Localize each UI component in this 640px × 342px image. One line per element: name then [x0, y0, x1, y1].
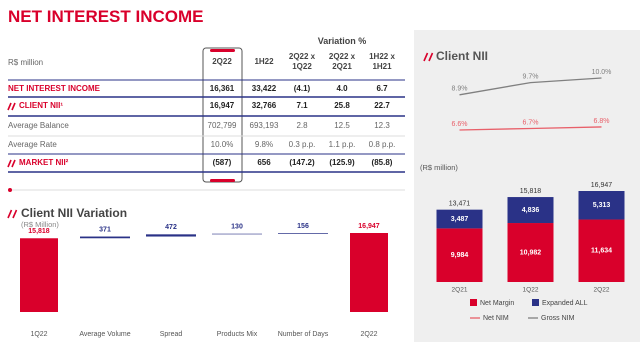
nim-label: 8.9% [452, 86, 468, 93]
table-cell: 1.1 p.p. [328, 140, 356, 149]
legend-label: Expanded ALL [542, 300, 588, 307]
table-cell: 10.0% [210, 140, 234, 149]
step-bar [212, 233, 262, 235]
table-header: 1H22 x 1H21 [369, 52, 395, 71]
legend-label: Gross NIM [541, 315, 575, 322]
x-tick-label: Products Mix [217, 331, 258, 338]
x-tick-label: Spread [160, 331, 183, 338]
table-cell: 7.1 [296, 101, 308, 110]
legend-label: Net NIM [483, 315, 509, 322]
legend-swatch [470, 299, 477, 306]
table-cell: 0.8 p.p. [368, 140, 396, 149]
right-panel [414, 30, 640, 342]
bar-segment [436, 228, 483, 282]
bar-segment [507, 197, 554, 224]
divider-dot [8, 188, 12, 192]
table-cell: 22.7 [374, 101, 390, 110]
table-group-header: Variation % [317, 36, 367, 46]
row-label: Average Balance [8, 121, 69, 130]
segment-label: 10,982 [520, 249, 542, 256]
row-label: MARKET NII² [19, 158, 69, 167]
highlight-cap [210, 49, 235, 52]
bar-segment [578, 191, 625, 220]
table-cell: 25.8 [334, 101, 350, 110]
total-bar [20, 238, 58, 312]
nim-label: 6.8% [594, 118, 610, 125]
total-bar [350, 233, 388, 312]
table-cell: 16,361 [209, 84, 235, 93]
total-label: 13,471 [449, 201, 471, 208]
row-label: NET INTEREST INCOME [8, 84, 101, 93]
table-cell: 702,799 [207, 121, 237, 130]
value-label: 472 [165, 224, 177, 231]
table-cell: 2.8 [296, 121, 308, 130]
chart-title: Client NII [436, 49, 488, 63]
row-label: Average Rate [8, 140, 57, 149]
step-bar [80, 236, 130, 239]
table-cell: 12.5 [334, 121, 350, 130]
step-bar [278, 233, 328, 234]
table-cell: (125.9) [329, 158, 355, 167]
chart-subtitle: (R$ million) [420, 163, 458, 172]
table-cell: (587) [212, 158, 232, 167]
value-label: 130 [231, 224, 243, 231]
bar-segment [578, 219, 625, 282]
table-header: R$ million [8, 58, 44, 67]
x-tick-label: 1Q22 [30, 331, 47, 338]
segment-label: 3,487 [451, 216, 469, 223]
table-header: 2Q22 x 2Q21 [328, 52, 356, 71]
segment-label: 11,634 [591, 248, 612, 255]
table-cell: 33,422 [251, 84, 277, 93]
value-label: 371 [99, 226, 111, 233]
x-tick-label: Number of Days [278, 331, 329, 338]
table-cell: 6.7 [376, 84, 388, 93]
highlight-cap [210, 179, 235, 182]
table-cell: 32,766 [251, 101, 277, 110]
table-cell: 16,947 [209, 101, 235, 110]
table-header: 1H22 [254, 57, 274, 66]
legend-swatch [532, 299, 539, 306]
table-cell: (147.2) [289, 158, 315, 167]
table-header: 2Q22 [212, 57, 232, 66]
segment-label: 5,313 [593, 202, 611, 209]
bar-segment [436, 209, 483, 229]
value-label: 156 [297, 223, 309, 230]
segment-label: 4,836 [522, 207, 540, 214]
page-title: NET INTEREST INCOME [8, 7, 204, 26]
nim-label: 9.7% [523, 73, 539, 80]
table-cell: 656 [257, 158, 271, 167]
value-label: 15,818 [28, 228, 50, 235]
table-cell: 12.3 [374, 121, 390, 130]
table-cell: (4.1) [293, 84, 311, 93]
table-cell: 4.0 [336, 84, 348, 93]
bar-segment [507, 223, 554, 282]
nim-label: 6.7% [523, 119, 539, 126]
row-label: CLIENT NII¹ [19, 101, 63, 110]
total-label: 16,947 [591, 182, 613, 189]
table-cell: (85.8) [371, 158, 393, 167]
x-tick-label: 2Q21 [452, 287, 468, 294]
total-label: 15,818 [520, 188, 542, 195]
nim-line [459, 126, 602, 131]
segment-label: 9,984 [451, 252, 469, 259]
x-tick-label: Average Volume [79, 331, 130, 338]
chart-subtitle: (R$ Million) [21, 220, 59, 229]
x-tick-label: 2Q22 [594, 287, 610, 294]
nim-label: 6.6% [452, 121, 468, 128]
table-cell: 0.3 p.p. [288, 140, 316, 149]
chart-title: Client NII Variation [21, 206, 127, 220]
nim-line [459, 77, 602, 96]
table-cell: 693,193 [249, 121, 279, 130]
step-bar [146, 234, 196, 237]
slash-marks [7, 52, 434, 219]
legend-label: Net Margin [480, 300, 514, 307]
nim-label: 10.0% [592, 69, 612, 76]
x-tick-label: 1Q22 [523, 287, 539, 294]
x-tick-label: 2Q22 [360, 331, 377, 338]
table-header: 2Q22 x 1Q22 [288, 52, 316, 71]
value-label: 16,947 [358, 223, 380, 230]
table-cell: 9.8% [254, 140, 274, 149]
